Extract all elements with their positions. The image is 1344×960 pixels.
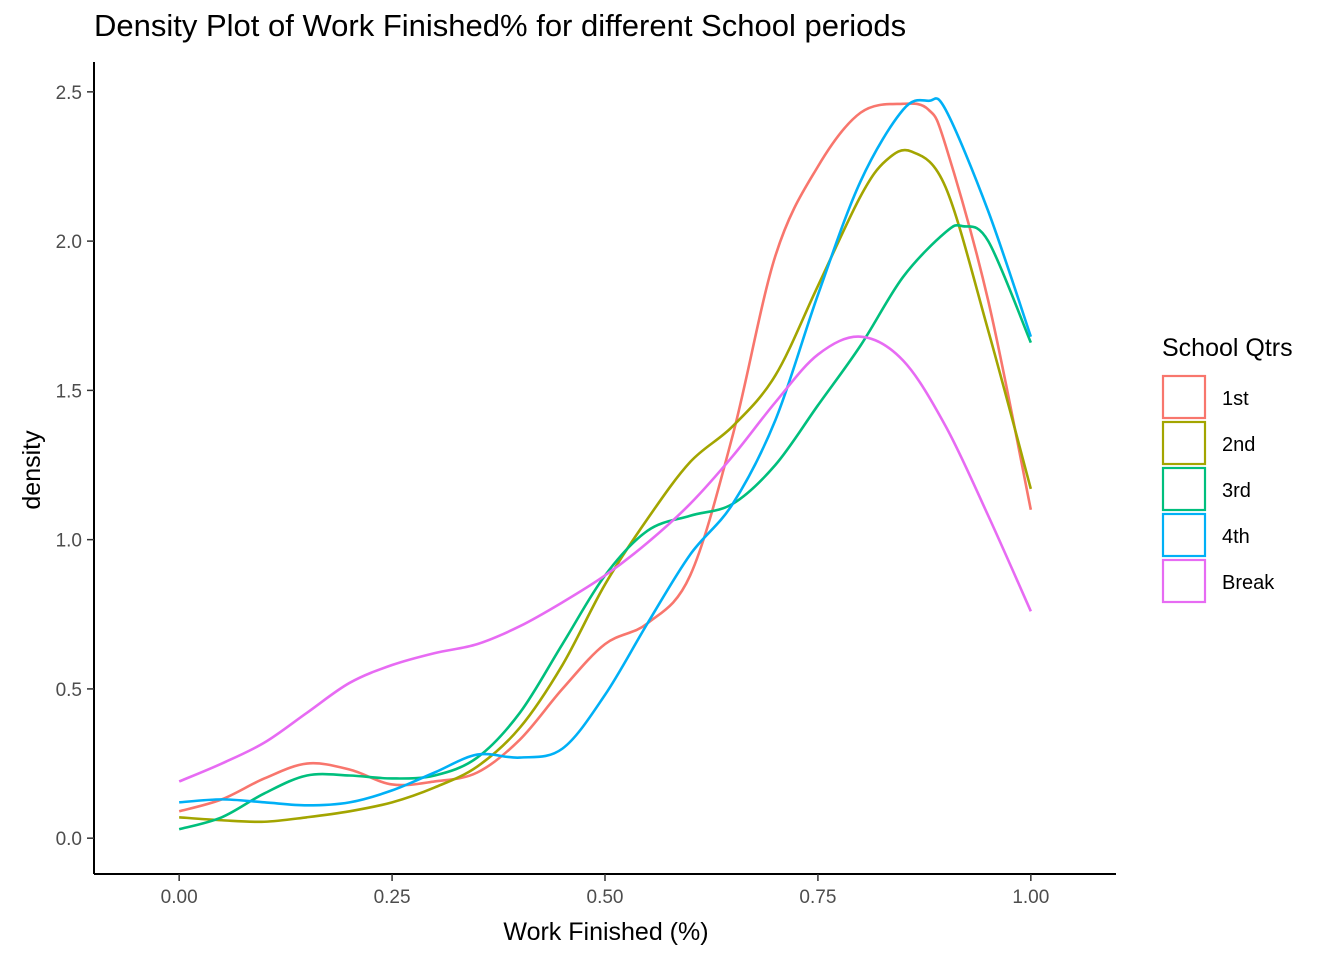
y-axis-title: density (18, 430, 46, 510)
legend-label-2nd: 2nd (1222, 434, 1255, 456)
y-tick-label: 1.5 (56, 381, 82, 402)
legend-key-4th (1161, 512, 1207, 558)
legend-label-break: Break (1222, 572, 1275, 594)
legend: School Qtrs 1st 2nd 3rd 4th Break (1161, 334, 1293, 604)
axes: 0.00 0.25 0.50 0.75 1.00 0.0 0.5 1.0 1.5 2.0 2.5 (56, 62, 1116, 908)
legend-label-4th: 4th (1222, 526, 1250, 548)
x-axis-title: Work Finished (%) (503, 918, 708, 946)
legend-key-1st (1161, 374, 1207, 420)
series-line-break (178, 335, 1033, 783)
y-tick-label: 2.5 (56, 83, 82, 104)
x-tick-label: 0.75 (799, 887, 836, 908)
legend-label-3rd: 3rd (1222, 480, 1251, 502)
series-line-4th (179, 97, 1033, 807)
x-tick-label: 1.00 (1012, 887, 1049, 908)
legend-key-2nd (1161, 420, 1207, 466)
series-line-1st (178, 102, 1033, 813)
x-tick-label: 0.50 (587, 887, 624, 908)
legend-label-1st: 1st (1222, 388, 1249, 410)
x-tick-label: 0.00 (161, 887, 198, 908)
x-tick-label: 0.25 (374, 887, 411, 908)
y-tick-label: 0.5 (56, 680, 82, 701)
chart-title: Density Plot of Work Finished% for diffe… (94, 8, 907, 43)
series-line-3rd (178, 223, 1033, 831)
y-tick-label: 2.0 (56, 232, 82, 253)
series-line-2nd (179, 148, 1033, 824)
legend-key-break (1161, 558, 1207, 604)
y-tick-label: 0.0 (56, 829, 82, 850)
legend-key-3rd (1161, 466, 1207, 512)
legend-title: School Qtrs (1162, 334, 1293, 362)
y-tick-label: 1.0 (56, 531, 82, 552)
series-layer (178, 97, 1033, 831)
